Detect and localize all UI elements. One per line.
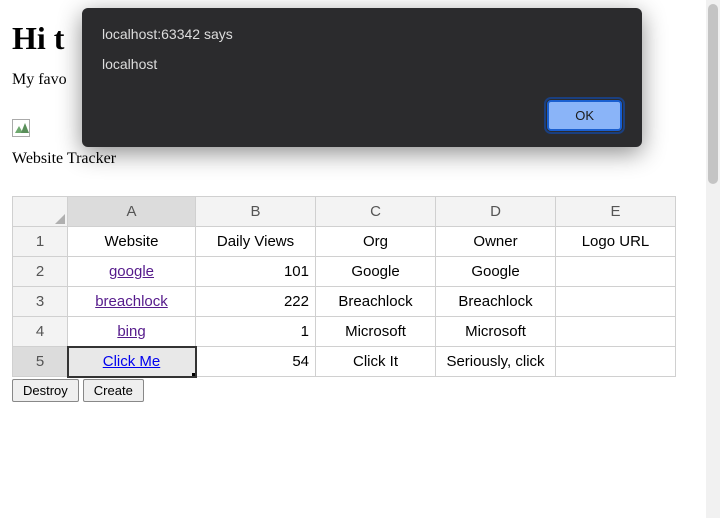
cell[interactable]: Seriously, click	[436, 347, 556, 377]
column-header-d[interactable]: D	[436, 197, 556, 227]
destroy-button[interactable]: Destroy	[12, 379, 79, 402]
column-header-c[interactable]: C	[316, 197, 436, 227]
row-header-1[interactable]: 1	[13, 227, 68, 257]
cell[interactable]: Org	[316, 227, 436, 257]
cell[interactable]: Website	[68, 227, 196, 257]
cell[interactable]: Breachlock	[436, 287, 556, 317]
cell-link[interactable]: Click Me	[103, 353, 161, 370]
table-row: 2google101GoogleGoogle	[13, 257, 676, 287]
row-header-4[interactable]: 4	[13, 317, 68, 347]
cell[interactable]: Google	[436, 257, 556, 287]
cell[interactable]: Daily Views	[196, 227, 316, 257]
create-button[interactable]: Create	[83, 379, 144, 402]
cell[interactable]: Microsoft	[316, 317, 436, 347]
cell[interactable]: Breachlock	[316, 287, 436, 317]
column-header-a[interactable]: A	[68, 197, 196, 227]
cell[interactable]: 222	[196, 287, 316, 317]
cell[interactable]: Owner	[436, 227, 556, 257]
alert-ok-button[interactable]: OK	[547, 100, 622, 131]
table-row: 3breachlock222BreachlockBreachlock	[13, 287, 676, 317]
cell[interactable]: 54	[196, 347, 316, 377]
alert-origin: localhost:63342 says	[102, 26, 622, 42]
row-header-2[interactable]: 2	[13, 257, 68, 287]
column-header-b[interactable]: B	[196, 197, 316, 227]
cell-link[interactable]: bing	[117, 323, 145, 340]
cell-link[interactable]: breachlock	[95, 293, 168, 310]
cell[interactable]: Logo URL	[556, 227, 676, 257]
vertical-scrollbar[interactable]	[706, 0, 720, 518]
corner-cell[interactable]	[13, 197, 68, 227]
cell[interactable]	[556, 257, 676, 287]
tracker-label: Website Tracker	[12, 150, 708, 168]
column-header-e[interactable]: E	[556, 197, 676, 227]
cell[interactable]: bing	[68, 317, 196, 347]
scrollbar-thumb[interactable]	[708, 4, 718, 184]
cell[interactable]: 101	[196, 257, 316, 287]
cell[interactable]: Google	[316, 257, 436, 287]
js-alert-dialog: localhost:63342 says localhost OK	[82, 8, 642, 147]
alert-message: localhost	[102, 56, 622, 72]
cell[interactable]	[556, 287, 676, 317]
column-header-row: ABCDE	[13, 197, 676, 227]
cell[interactable]: 1	[196, 317, 316, 347]
row-header-3[interactable]: 3	[13, 287, 68, 317]
table-row: 5 Click Me 54Click ItSeriously, click	[13, 347, 676, 377]
table-row: 1WebsiteDaily ViewsOrgOwnerLogo URL	[13, 227, 676, 257]
broken-image-icon	[12, 119, 30, 137]
row-header-5[interactable]: 5	[13, 347, 68, 377]
cell[interactable]: breachlock	[68, 287, 196, 317]
cell[interactable]: Click Me	[68, 347, 196, 377]
cell[interactable]	[556, 317, 676, 347]
cell[interactable]: Microsoft	[436, 317, 556, 347]
table-row: 4bing1MicrosoftMicrosoft	[13, 317, 676, 347]
cell[interactable]: google	[68, 257, 196, 287]
cell-link[interactable]: google	[109, 263, 154, 280]
cell[interactable]	[556, 347, 676, 377]
spreadsheet[interactable]: ABCDE 1WebsiteDaily ViewsOrgOwnerLogo UR…	[12, 196, 676, 377]
cell[interactable]: Click It	[316, 347, 436, 377]
